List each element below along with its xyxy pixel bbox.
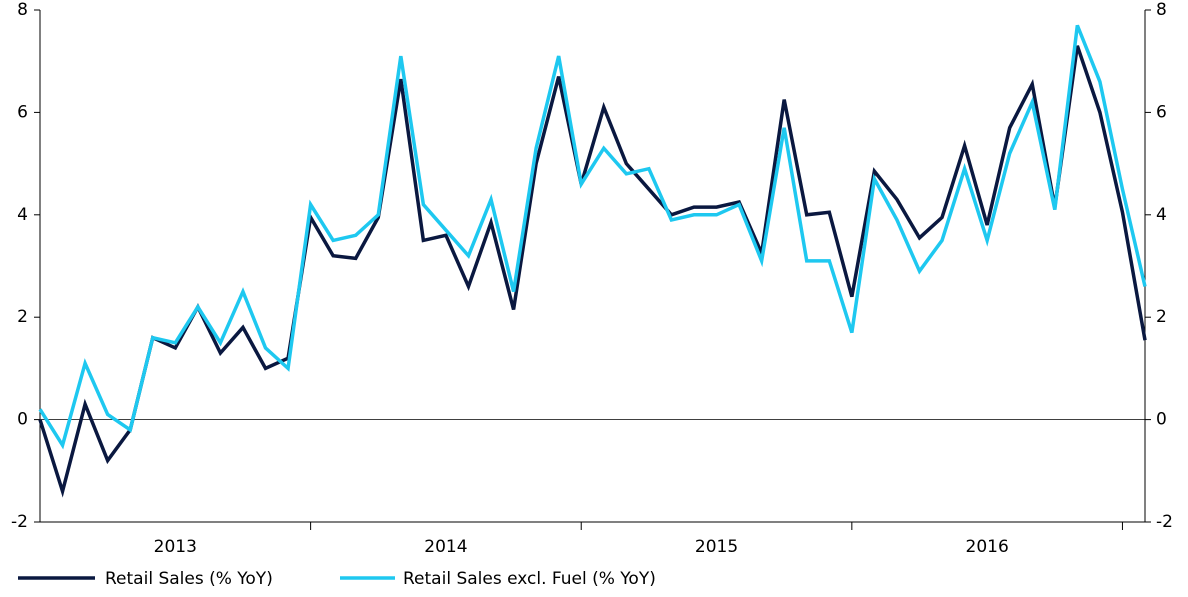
legend-label: Retail Sales excl. Fuel (% YoY) [403, 569, 656, 589]
series-line [38, 24, 1147, 450]
y2-tick-label: 2 [1156, 307, 1167, 327]
y2-tick-label: 4 [1156, 205, 1167, 225]
y-tick-label: -2 [11, 512, 28, 532]
series-line [38, 45, 1147, 498]
x-tick-label: 2013 [154, 537, 197, 557]
y-tick-label: 8 [17, 0, 28, 20]
y2-tick-label: 8 [1156, 0, 1167, 20]
y-tick-label: 2 [17, 307, 28, 327]
y2-tick-label: 0 [1156, 410, 1167, 430]
y-tick-label: 0 [17, 410, 28, 430]
x-tick-label: 2014 [424, 537, 467, 557]
y-tick-label: 6 [17, 102, 28, 122]
legend-label: Retail Sales (% YoY) [105, 569, 273, 589]
x-tick-label: 2015 [695, 537, 738, 557]
x-tick-label: 2016 [966, 537, 1009, 557]
y2-tick-label: -2 [1156, 512, 1173, 532]
y-tick-label: 4 [17, 205, 28, 225]
y2-tick-label: 6 [1156, 102, 1167, 122]
